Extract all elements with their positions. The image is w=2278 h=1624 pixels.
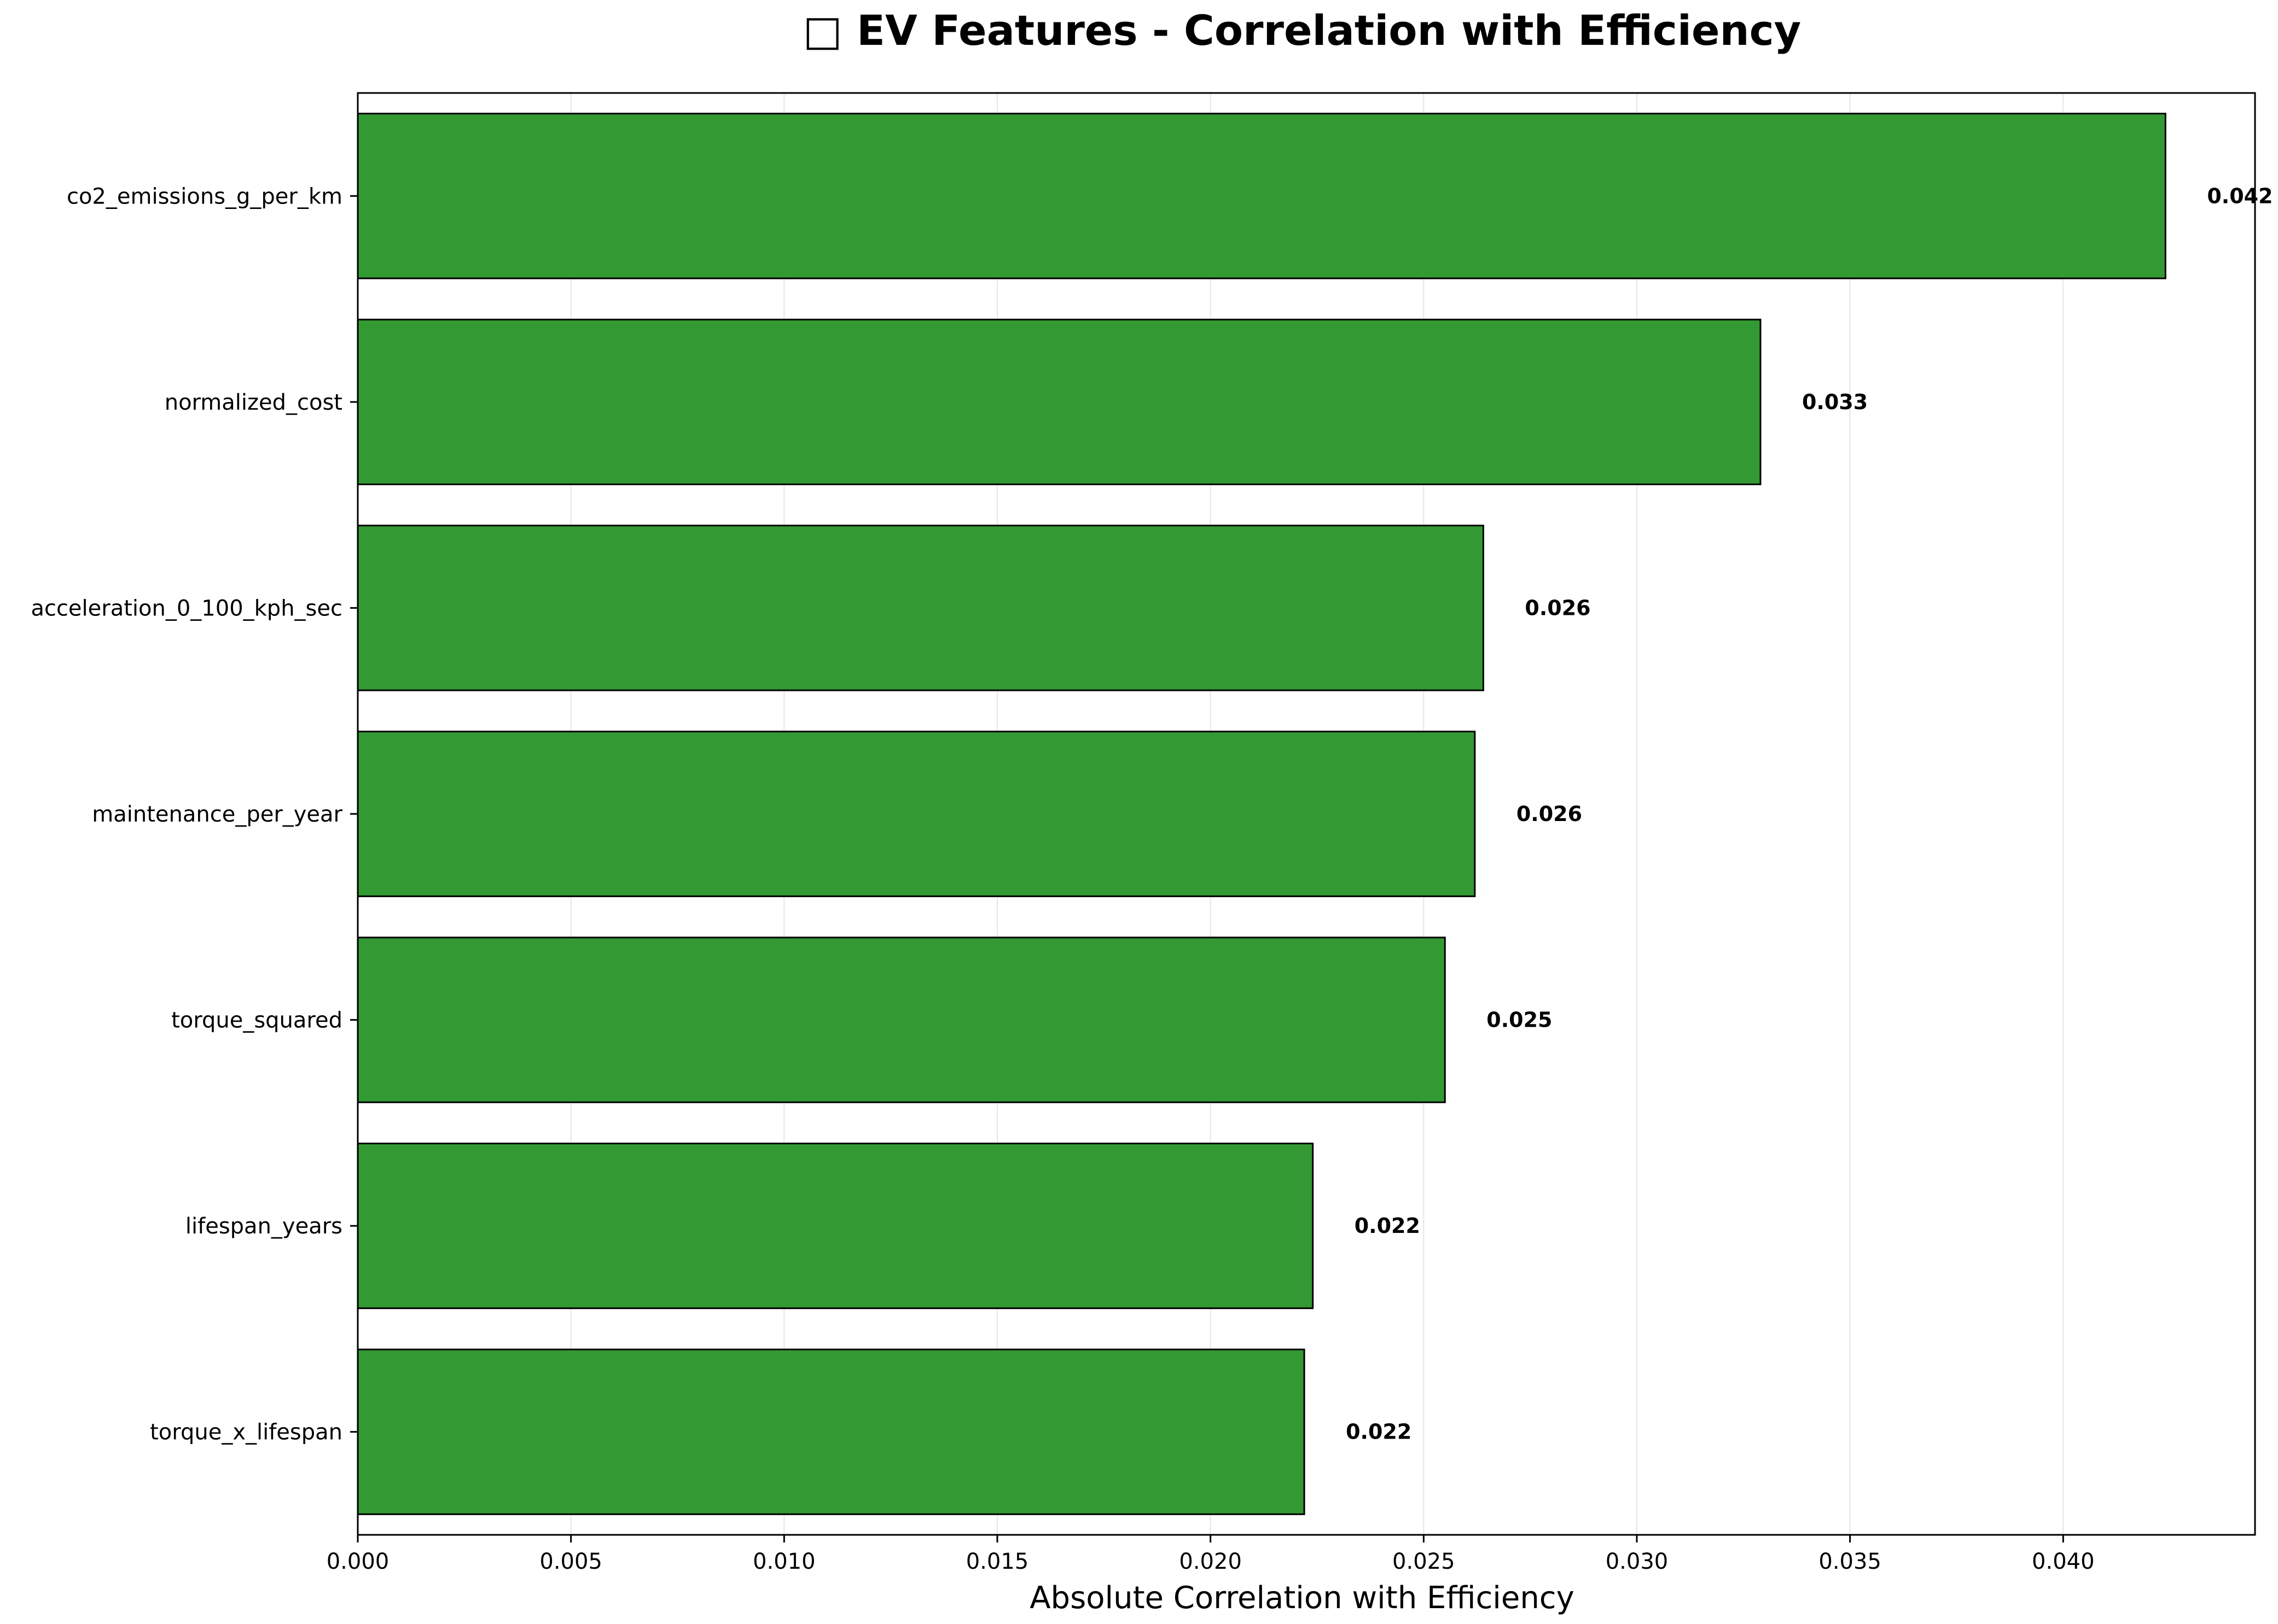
- y-axis-ticks: co2_emissions_g_per_km normalized_costacc…: [31, 184, 358, 1445]
- x-tick-label: 0.025: [1392, 1549, 1455, 1574]
- chart-title: □ EV Features - Correlation with Efficie…: [803, 6, 1801, 55]
- y-tick-label-acceleration_0_100_kph_sec: acceleration_0_100_kph_sec: [31, 596, 342, 621]
- data-label-torque_x_lifespan: 0.022: [1346, 1420, 1411, 1444]
- bar-torque_squared: [357, 936, 1446, 1103]
- x-tick-label: 0.040: [2032, 1549, 2095, 1574]
- y-tick-label-torque_squared: torque_squared: [171, 1008, 342, 1033]
- x-axis-label: Absolute Correlation with Efficiency: [1030, 1580, 1574, 1616]
- bar-co2_emissions_g_per_km: [357, 113, 2166, 280]
- x-tick-label: 0.030: [1606, 1549, 1669, 1574]
- data-label-lifespan_years: 0.022: [1355, 1214, 1420, 1238]
- bar-acceleration_0_100_kph_sec: [357, 525, 1484, 691]
- x-tick-label: 0.015: [966, 1549, 1029, 1574]
- y-tick-label-maintenance_per_year: maintenance_per_year: [92, 802, 342, 827]
- x-tick-label: 0.000: [327, 1549, 390, 1574]
- data-label-maintenance_per_year: 0.026: [1516, 802, 1582, 826]
- x-tick-label: 0.010: [753, 1549, 816, 1574]
- bar-normalized_cost: [357, 318, 1762, 485]
- data-label-co2_emissions_g_per_km: 0.042: [2207, 184, 2273, 208]
- x-tick-label: 0.035: [1818, 1549, 1881, 1574]
- data-labels: 0.042 0.033 0.026 0.026 0.025 0.022 0.022: [1346, 184, 2273, 1443]
- y-tick-label-co2_emissions_g_per_km: co2_emissions_g_per_km: [67, 184, 342, 209]
- bar-maintenance_per_year: [357, 730, 1476, 898]
- data-label-normalized_cost: 0.033: [1802, 390, 1868, 414]
- y-tick-label-lifespan_years: lifespan_years: [185, 1214, 342, 1239]
- data-label-torque_squared: 0.025: [1486, 1008, 1552, 1032]
- bar-torque_x_lifespan: [357, 1348, 1305, 1515]
- x-tick-label: 0.005: [539, 1549, 602, 1574]
- bar-lifespan_years: [357, 1143, 1314, 1309]
- x-tick-label: 0.020: [1179, 1549, 1242, 1574]
- data-label-acceleration_0_100_kph_sec: 0.026: [1525, 596, 1590, 620]
- y-tick-label-torque_x_lifespan: torque_x_lifespan: [150, 1420, 342, 1445]
- x-axis-ticks: 0.000 0.005 0.010 0.015 0.020 0.025 0.030 0.035…: [327, 1535, 2095, 1574]
- y-tick-label-normalized_cost: normalized_cost: [165, 390, 342, 415]
- bars: [357, 113, 2166, 1515]
